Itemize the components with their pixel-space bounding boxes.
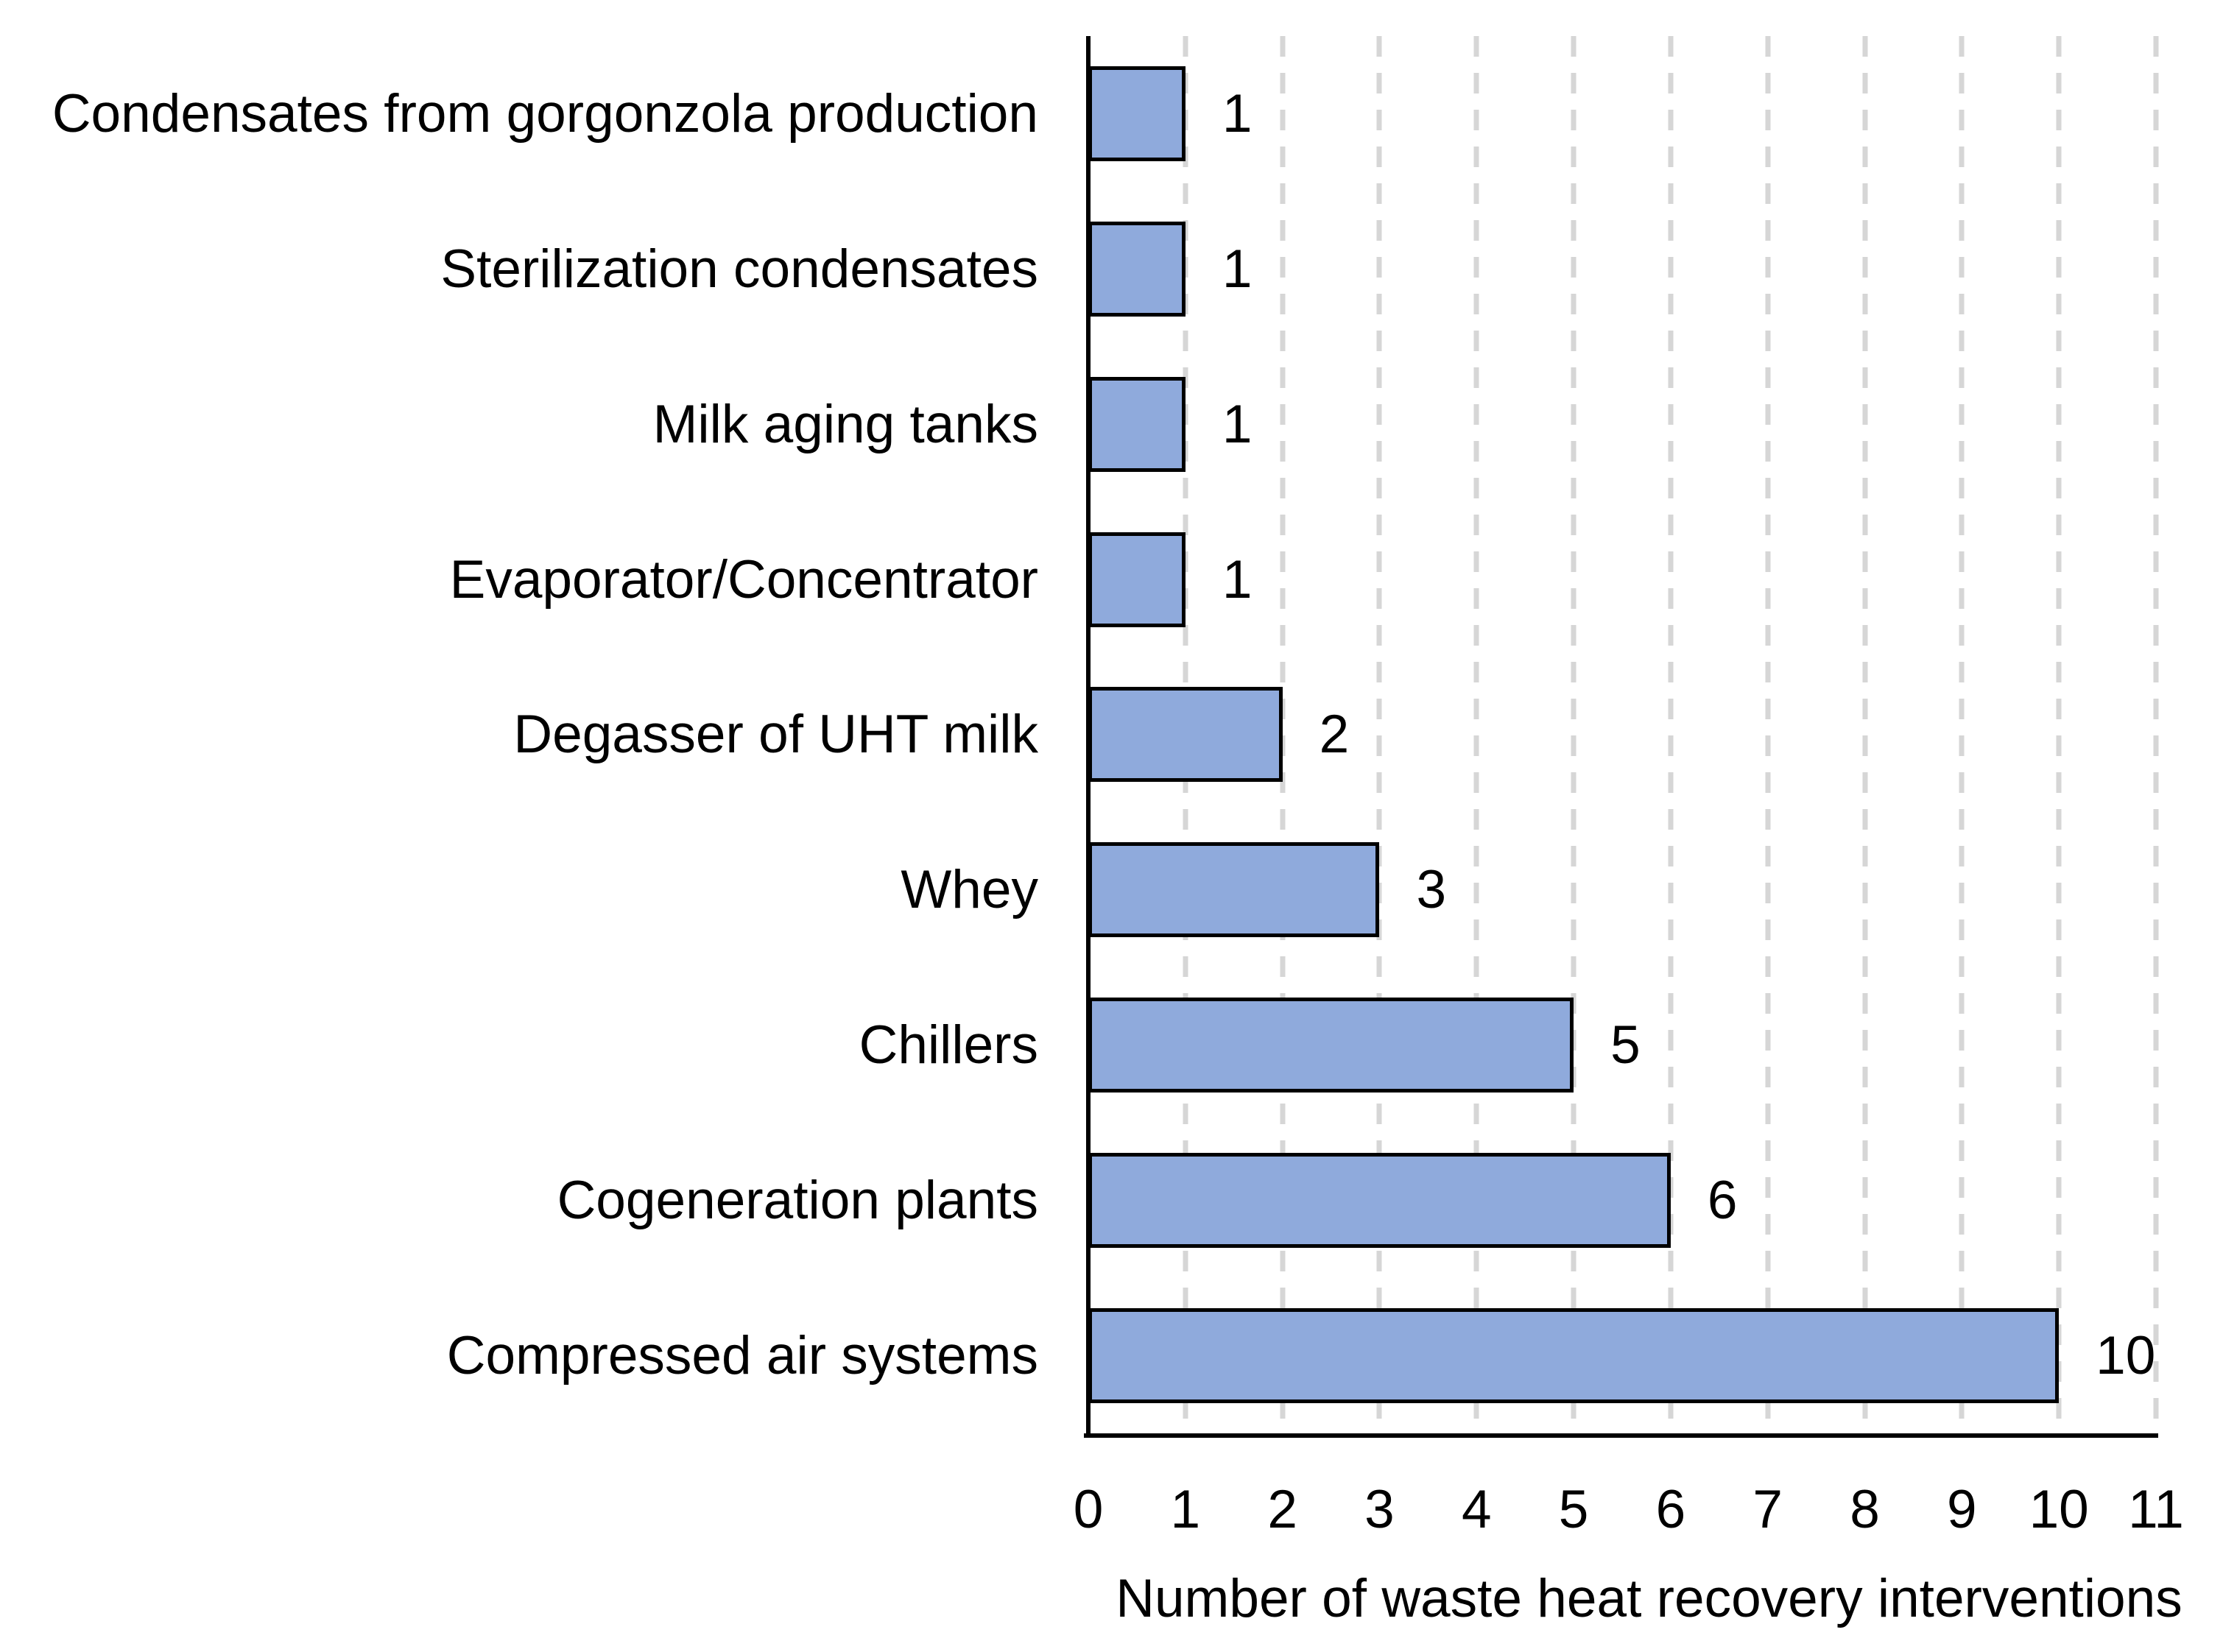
bar bbox=[1088, 998, 1574, 1093]
gridline bbox=[2153, 36, 2159, 1433]
bar-value-label: 6 bbox=[1707, 1171, 1738, 1231]
bar bbox=[1088, 66, 1186, 161]
category-label: Whey bbox=[901, 860, 1038, 920]
bar-value-label: 10 bbox=[2096, 1326, 2156, 1386]
gridline bbox=[1959, 36, 1965, 1433]
gridline bbox=[1376, 36, 1382, 1433]
category-label: Cogeneration plants bbox=[557, 1171, 1038, 1231]
x-tick-label: 5 bbox=[1558, 1480, 1589, 1539]
x-tick-label: 3 bbox=[1364, 1480, 1395, 1539]
category-label: Compressed air systems bbox=[446, 1326, 1038, 1386]
x-tick-label: 9 bbox=[1947, 1480, 1977, 1539]
x-tick-label: 10 bbox=[2029, 1480, 2089, 1539]
y-axis-line bbox=[1086, 36, 1091, 1436]
bar-value-label: 5 bbox=[1610, 1015, 1641, 1076]
gridline bbox=[1280, 36, 1286, 1433]
category-label: Condensates from gorgonzola production bbox=[52, 83, 1038, 144]
category-label: Sterilization condensates bbox=[440, 239, 1038, 299]
x-tick-label: 6 bbox=[1655, 1480, 1686, 1539]
bar-value-label: 1 bbox=[1222, 549, 1253, 610]
bar bbox=[1088, 687, 1283, 783]
category-label-column: Condensates from gorgonzola production St… bbox=[0, 36, 1038, 1433]
bar bbox=[1088, 1308, 2060, 1404]
x-axis-line bbox=[1084, 1433, 2158, 1438]
x-tick-label: 4 bbox=[1461, 1480, 1492, 1539]
bar-value-label: 1 bbox=[1222, 83, 1253, 144]
bar-row: 5 bbox=[1088, 967, 2156, 1123]
x-tick-label: 1 bbox=[1170, 1480, 1201, 1539]
bar-value-label: 1 bbox=[1222, 394, 1253, 454]
gridline bbox=[1862, 36, 1868, 1433]
bar bbox=[1088, 532, 1186, 627]
bar-row: 3 bbox=[1088, 812, 2156, 967]
category-label: Chillers bbox=[859, 1015, 1038, 1076]
bar bbox=[1088, 376, 1186, 472]
x-tick-label: 8 bbox=[1850, 1480, 1880, 1539]
gridline bbox=[2056, 36, 2062, 1433]
x-tick-label: 2 bbox=[1267, 1480, 1297, 1539]
bar-value-label: 2 bbox=[1319, 705, 1350, 765]
bar bbox=[1088, 1153, 1671, 1249]
category-label: Milk aging tanks bbox=[652, 394, 1038, 454]
x-axis-title: Number of waste heat recovery interventi… bbox=[1116, 1569, 2183, 1628]
bar-row: 1 bbox=[1088, 502, 2156, 657]
bar-row: 1 bbox=[1088, 36, 2156, 191]
gridline bbox=[1571, 36, 1576, 1433]
category-label: Degasser of UHT milk bbox=[513, 705, 1038, 765]
bar bbox=[1088, 221, 1186, 317]
x-tick-label: 0 bbox=[1073, 1480, 1104, 1539]
bar-value-label: 3 bbox=[1416, 860, 1447, 920]
bar-row: 2 bbox=[1088, 657, 2156, 813]
bar-row: 1 bbox=[1088, 191, 2156, 347]
bar-value-label: 1 bbox=[1222, 239, 1253, 299]
x-tick-label: 11 bbox=[2128, 1480, 2184, 1539]
bar-row: 1 bbox=[1088, 347, 2156, 502]
category-label: Evaporator/Concentrator bbox=[449, 549, 1038, 610]
gridline bbox=[1668, 36, 1674, 1433]
bar bbox=[1088, 842, 1380, 938]
bar-row: 6 bbox=[1088, 1123, 2156, 1278]
x-tick-label: 7 bbox=[1752, 1480, 1783, 1539]
gridline bbox=[1765, 36, 1771, 1433]
bar-row: 10 bbox=[1088, 1278, 2156, 1433]
plot-area: 1 1 1 1 2 3 5 6 10 bbox=[1088, 36, 2159, 1433]
gridline bbox=[1473, 36, 1479, 1433]
